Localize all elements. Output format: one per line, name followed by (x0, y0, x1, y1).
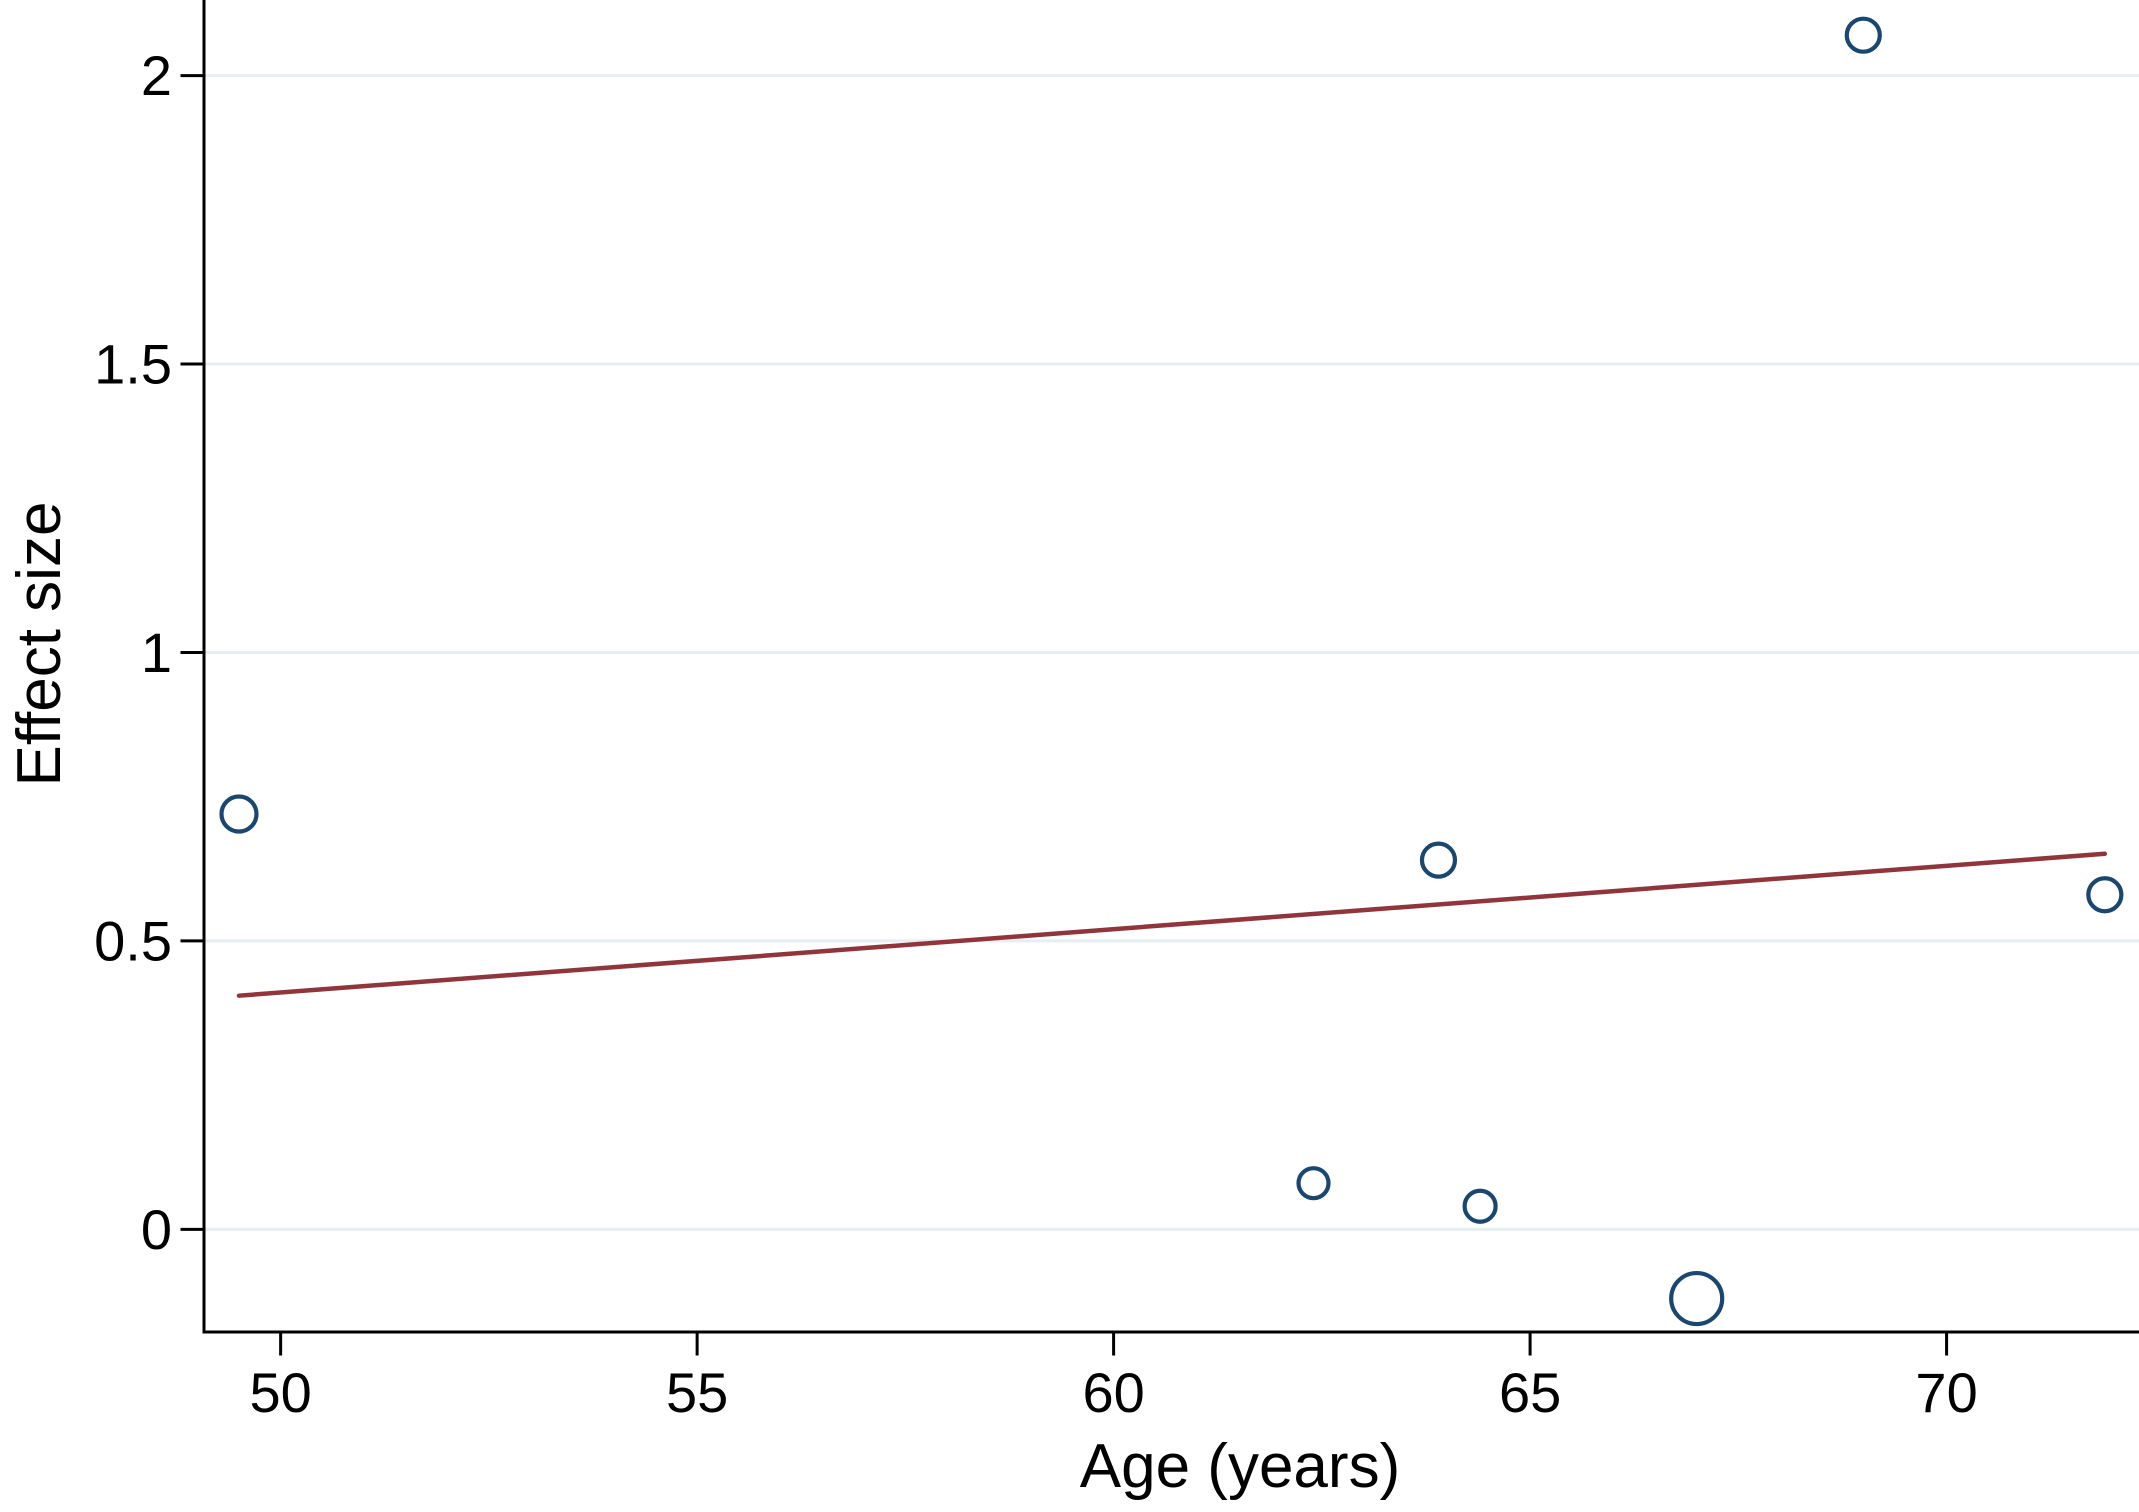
y-tick-label: 1.5 (94, 333, 172, 396)
regression-line (236, 851, 2108, 998)
y-tick-label: 0 (141, 1198, 172, 1261)
x-tick-label: 50 (249, 1361, 311, 1424)
gridlines-layer (204, 74, 2139, 1231)
y-tick-label: 2 (141, 44, 172, 107)
study-bubble (1462, 1188, 1498, 1224)
study-bubble (1296, 1166, 1331, 1201)
x-tick-label: 70 (1915, 1361, 1977, 1424)
study-bubble (2086, 876, 2124, 914)
x-tick-label: 60 (1082, 1361, 1144, 1424)
data-series-layer (219, 16, 2124, 1327)
x-tick-label: 55 (666, 1361, 728, 1424)
y-tick-label: 1 (141, 621, 172, 684)
study-bubble (1669, 1270, 1725, 1327)
study-bubble (1419, 841, 1458, 879)
x-axis-title: Age (years) (1080, 1432, 1400, 1501)
axes-layer: 0 0.5 1 1.5 2 50 55 60 65 70 (94, 0, 2139, 1424)
y-axis-title: Effect size (5, 502, 74, 787)
y-tick-label: 0.5 (94, 909, 172, 972)
x-tick-label: 65 (1499, 1361, 1561, 1424)
study-bubble (219, 794, 259, 834)
study-bubble (1844, 16, 1882, 54)
